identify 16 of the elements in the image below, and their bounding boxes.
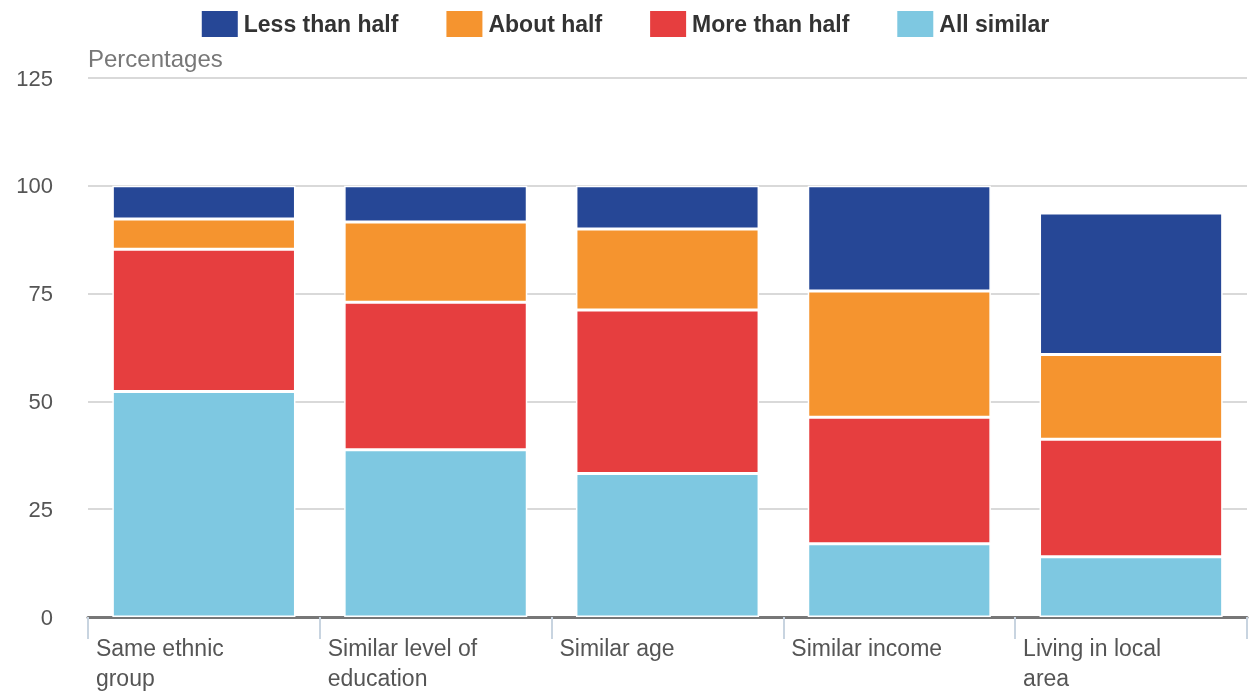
y-axis-title: Percentages xyxy=(88,44,223,72)
y-tick-label: 75 xyxy=(28,281,53,307)
y-tick-label: 100 xyxy=(16,173,53,199)
y-tick-label: 50 xyxy=(28,388,53,414)
legend-label: All similar xyxy=(939,11,1050,37)
x-tick-label: Same ethnic group xyxy=(95,635,231,691)
x-tick-label: Similar level of education xyxy=(327,635,484,691)
y-tick-label: 0 xyxy=(40,604,53,630)
legend-label: About half xyxy=(488,11,603,37)
legend-label: More than half xyxy=(692,11,850,37)
x-tick-label: Similar income xyxy=(791,635,943,661)
y-tick-label: 125 xyxy=(16,65,53,91)
y-tick-label: 25 xyxy=(28,496,53,522)
x-tick-label: Living in local area xyxy=(1023,635,1168,691)
legend-label: Less than half xyxy=(243,11,399,37)
x-tick-label: Similar age xyxy=(559,635,675,661)
